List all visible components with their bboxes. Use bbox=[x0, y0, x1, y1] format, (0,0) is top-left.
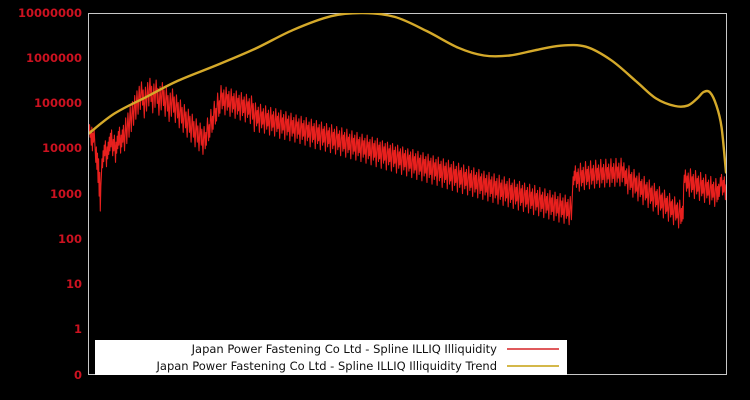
y-axis-tick-label: 10000 bbox=[41, 141, 82, 155]
y-axis-tick-label: 100 bbox=[57, 232, 82, 246]
series-layer bbox=[89, 13, 726, 229]
legend-item-label: Japan Power Fastening Co Ltd - Spline IL… bbox=[156, 358, 497, 373]
chart-legend: Japan Power Fastening Co Ltd - Spline IL… bbox=[95, 340, 567, 375]
series-trend-line bbox=[89, 13, 726, 174]
legend-item[interactable]: Japan Power Fastening Co Ltd - Spline IL… bbox=[95, 340, 567, 357]
y-axis-tick-label: 1000000 bbox=[25, 51, 82, 65]
series-illiquidity-line bbox=[89, 77, 726, 229]
legend-color-swatch bbox=[507, 347, 559, 350]
legend-item[interactable]: Japan Power Fastening Co Ltd - Spline IL… bbox=[95, 357, 567, 374]
legend-item-label: Japan Power Fastening Co Ltd - Spline IL… bbox=[191, 341, 497, 356]
y-axis-tick-label: 100000 bbox=[33, 96, 82, 110]
y-axis-tick-label: 10000000 bbox=[17, 6, 82, 20]
y-axis-tick-labels: 10000000 1000000 100000 10000 1000 100 10 1 0 bbox=[0, 0, 82, 400]
y-axis-tick-label: 1 bbox=[73, 322, 82, 336]
y-axis-tick-label: 1000 bbox=[49, 187, 82, 201]
y-axis-tick-label: 0 bbox=[73, 368, 82, 382]
y-axis-tick-label: 10 bbox=[65, 277, 82, 291]
legend-color-swatch bbox=[507, 364, 559, 367]
